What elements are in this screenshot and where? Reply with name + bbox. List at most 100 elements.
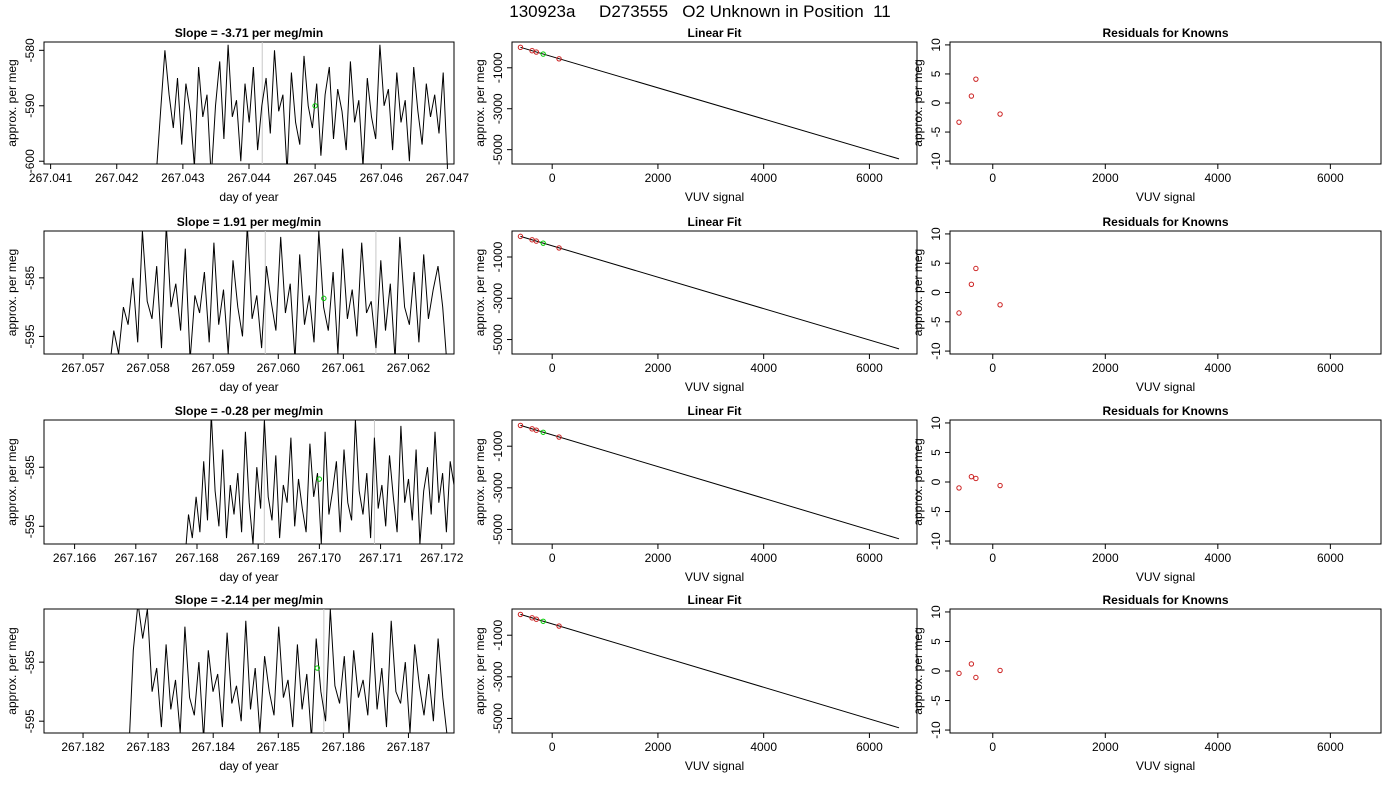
panel-title: Slope = 1.91 per meg/min [177,215,321,229]
x-tick-label: 267.168 [175,551,219,565]
plot-area [956,76,1003,125]
data-point [997,302,1003,308]
x-tick-label: 2000 [645,171,672,185]
data-point [968,661,975,667]
y-tick-label: -585 [23,266,37,290]
x-tick-label: 4000 [750,740,777,754]
y-tick-label: 10 [929,416,943,430]
data-point [997,667,1003,674]
x-axis-label: VUV signal [685,570,744,584]
x-tick-label: 267.058 [126,361,170,375]
plot-area [956,473,1003,491]
x-tick-label: 267.059 [192,361,236,375]
x-tick-label: 267.062 [387,361,431,375]
x-tick-label: 6000 [1317,551,1344,565]
data-point [556,434,562,440]
plot-frame [511,230,918,355]
x-axis-label: VUV signal [1136,190,1195,204]
data-point [556,623,562,629]
x-tick-label: 267.041 [29,171,73,185]
x-tick-label: 267.061 [322,361,366,375]
y-tick-label: -600 [23,149,37,173]
data-point [533,427,540,433]
panel-title: Slope = -2.14 per meg/min [175,593,323,607]
plot-area [517,422,900,540]
x-tick-label: 0 [989,361,996,375]
data-point [973,265,979,272]
y-tick-label: -5000 [491,324,505,355]
series-line [110,231,447,354]
plot-frame [43,419,455,545]
y-tick-label: 0 [929,667,943,674]
x-tick-label: 2000 [1092,171,1119,185]
panel-title: Linear Fit [687,215,741,229]
x-axis-label: VUV signal [1136,380,1195,394]
data-point [533,49,540,55]
x-tick-label: 0 [989,551,996,565]
data-point [997,111,1003,117]
y-tick-label: -595 [23,709,37,733]
y-tick-label: -590 [23,93,37,117]
x-axis-label: day of year [219,380,278,394]
y-tick-label: -3000 [491,283,505,314]
y-axis-label: approx. per meg [911,249,925,336]
data-point [517,44,524,51]
plot-area [517,44,900,160]
x-tick-label: 267.183 [126,740,170,754]
panel-title: Residuals for Knowns [1102,26,1228,40]
data-point [517,422,524,429]
x-tick-label: 267.186 [322,740,366,754]
y-axis-label: approx. per meg [911,627,925,714]
data-point [517,233,524,240]
unknown-point [321,295,327,302]
y-tick-label: 10 [929,605,943,619]
y-tick-label: 0 [929,289,943,296]
y-axis-label: approx. per meg [5,438,19,525]
x-tick-label: 267.182 [61,740,105,754]
x-tick-label: 0 [989,171,996,185]
series-line [129,609,448,733]
x-tick-label: 2000 [1092,361,1119,375]
y-tick-label: -1000 [491,241,505,272]
data-point [533,616,540,622]
data-point [956,119,962,125]
y-tick-label: 10 [929,227,943,241]
x-tick-label: 6000 [1317,740,1344,754]
y-tick-label: 10 [929,38,943,52]
x-axis-label: day of year [219,759,278,773]
plot-frame [949,608,1382,734]
x-tick-label: 0 [549,361,556,375]
x-tick-label: 6000 [1317,361,1344,375]
y-axis-label: approx. per meg [473,438,487,525]
x-tick-label: 267.060 [257,361,301,375]
unknown-point [540,429,546,435]
x-tick-label: 267.185 [257,740,301,754]
y-axis-label: approx. per meg [5,59,19,146]
x-axis-label: VUV signal [685,380,744,394]
plot-frame [511,41,918,165]
x-axis-label: VUV signal [1136,570,1195,584]
panel-title: Slope = -0.28 per meg/min [175,404,323,418]
y-axis-label: approx. per meg [5,627,19,714]
data-point [968,281,975,287]
x-tick-label: 6000 [856,361,883,375]
y-tick-label: 5 [929,260,943,267]
plot-area [517,611,900,729]
y-axis-label: approx. per meg [473,249,487,336]
x-tick-label: 4000 [1204,361,1231,375]
y-tick-label: -3000 [491,93,505,124]
y-tick-label: -1000 [491,620,505,651]
y-tick-label: -1000 [491,52,505,83]
x-tick-label: 0 [989,740,996,754]
x-tick-label: 267.057 [61,361,105,375]
unknown-point [316,476,323,482]
plot-frame [949,419,1382,545]
y-tick-label: -3000 [491,472,505,503]
x-tick-label: 2000 [645,361,672,375]
data-point [956,670,962,677]
x-tick-label: 267.047 [426,171,470,185]
panel-title: Residuals for Knowns [1102,593,1228,607]
x-axis-label: day of year [219,190,278,204]
y-tick-label: -5000 [491,134,505,165]
unknown-point [312,103,318,109]
